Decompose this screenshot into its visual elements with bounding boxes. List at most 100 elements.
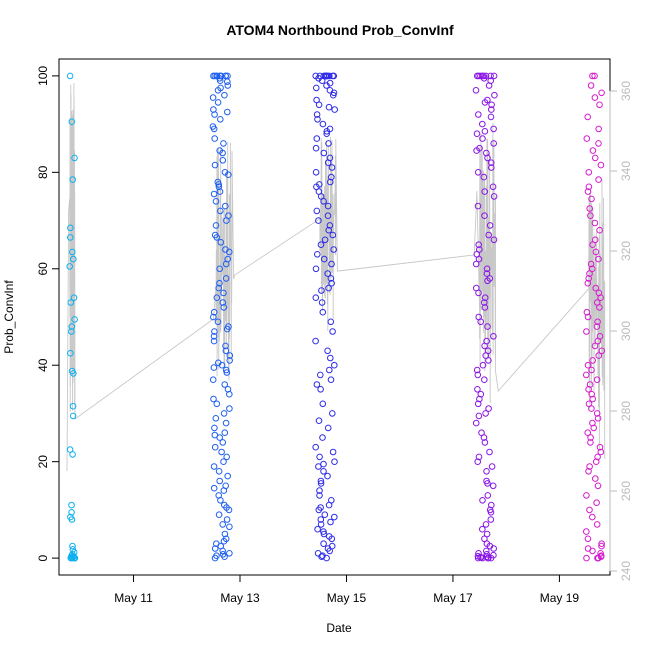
data-point [587,434,594,441]
data-point [210,395,217,403]
data-point [68,509,75,516]
data-point [220,487,228,494]
data-point [486,222,494,229]
data-point [480,173,488,181]
data-point [488,463,496,470]
data-point [594,337,602,345]
y-tick-label: 100 [36,66,50,86]
data-point [479,525,486,533]
data-point [593,521,601,528]
data-point [474,386,481,393]
data-point [598,540,605,548]
data-point [475,255,483,263]
data-point [472,260,480,268]
data-point [317,371,324,379]
data-point [326,366,333,374]
y-tick-label: 60 [36,262,50,276]
y2-tick-label: 340 [619,161,633,181]
data-point [597,161,605,169]
data-point [487,159,495,166]
data-point [475,289,482,297]
data-point [222,275,230,282]
data-point [481,128,489,135]
data-point [593,376,601,384]
data-point [484,277,491,285]
data-point [219,547,226,555]
data-point [327,354,334,362]
data-point [587,212,594,219]
data-point [583,308,591,316]
data-point [329,72,337,80]
data-point [595,554,602,562]
data-point [226,248,233,256]
y2-tick-label: 260 [619,481,633,501]
data-point [213,234,221,241]
data-point [214,99,222,106]
data-point [594,415,602,422]
point-cluster-4 [472,72,498,562]
data-point [595,140,602,147]
data-point [213,400,221,408]
data-point [215,468,223,475]
point-cluster-1 [66,72,79,562]
data-point [326,72,333,80]
data-point [583,554,590,562]
data-point [487,516,495,523]
data-point [583,135,591,142]
data-point [584,188,592,195]
data-point [321,511,329,519]
data-point [327,518,334,526]
data-point [490,72,498,80]
data-point [221,91,228,99]
data-point [323,554,330,562]
data-point [322,72,330,80]
data-point [491,91,498,99]
data-point [484,492,492,499]
data-point [331,106,339,113]
data-point [328,260,335,268]
data-point [595,125,603,133]
data-point [591,219,599,227]
data-point [590,424,598,432]
data-point [210,308,218,316]
x-tick-label: May 11 [114,591,153,605]
data-point [474,169,482,176]
data-point [589,513,596,521]
data-point [481,376,488,384]
data-point [473,130,481,137]
data-point [325,103,333,111]
data-point [323,82,330,89]
data-point [325,140,332,147]
data-point [481,342,488,350]
data-point [479,120,486,128]
data-point [326,222,334,229]
data-point [222,260,230,268]
data-point [328,279,335,287]
data-point [212,415,220,422]
data-point [221,553,228,561]
data-point [473,366,481,374]
data-point [586,270,593,277]
data-point [598,347,606,355]
data-point [319,434,326,441]
data-point [588,390,596,398]
data-point [67,234,74,241]
data-point [584,113,592,121]
data-point [225,506,233,514]
data-point [591,154,599,162]
data-point [71,554,78,562]
data-point [226,390,233,398]
data-point [324,424,332,432]
data-point [481,188,489,195]
data-point [482,410,489,417]
data-point [329,410,336,417]
data-point [69,451,76,458]
data-point [480,75,488,82]
data-point [591,94,599,101]
data-point [475,412,483,420]
data-point [481,294,489,302]
data-point [217,239,225,246]
data-point [328,164,336,171]
data-point [222,347,230,355]
